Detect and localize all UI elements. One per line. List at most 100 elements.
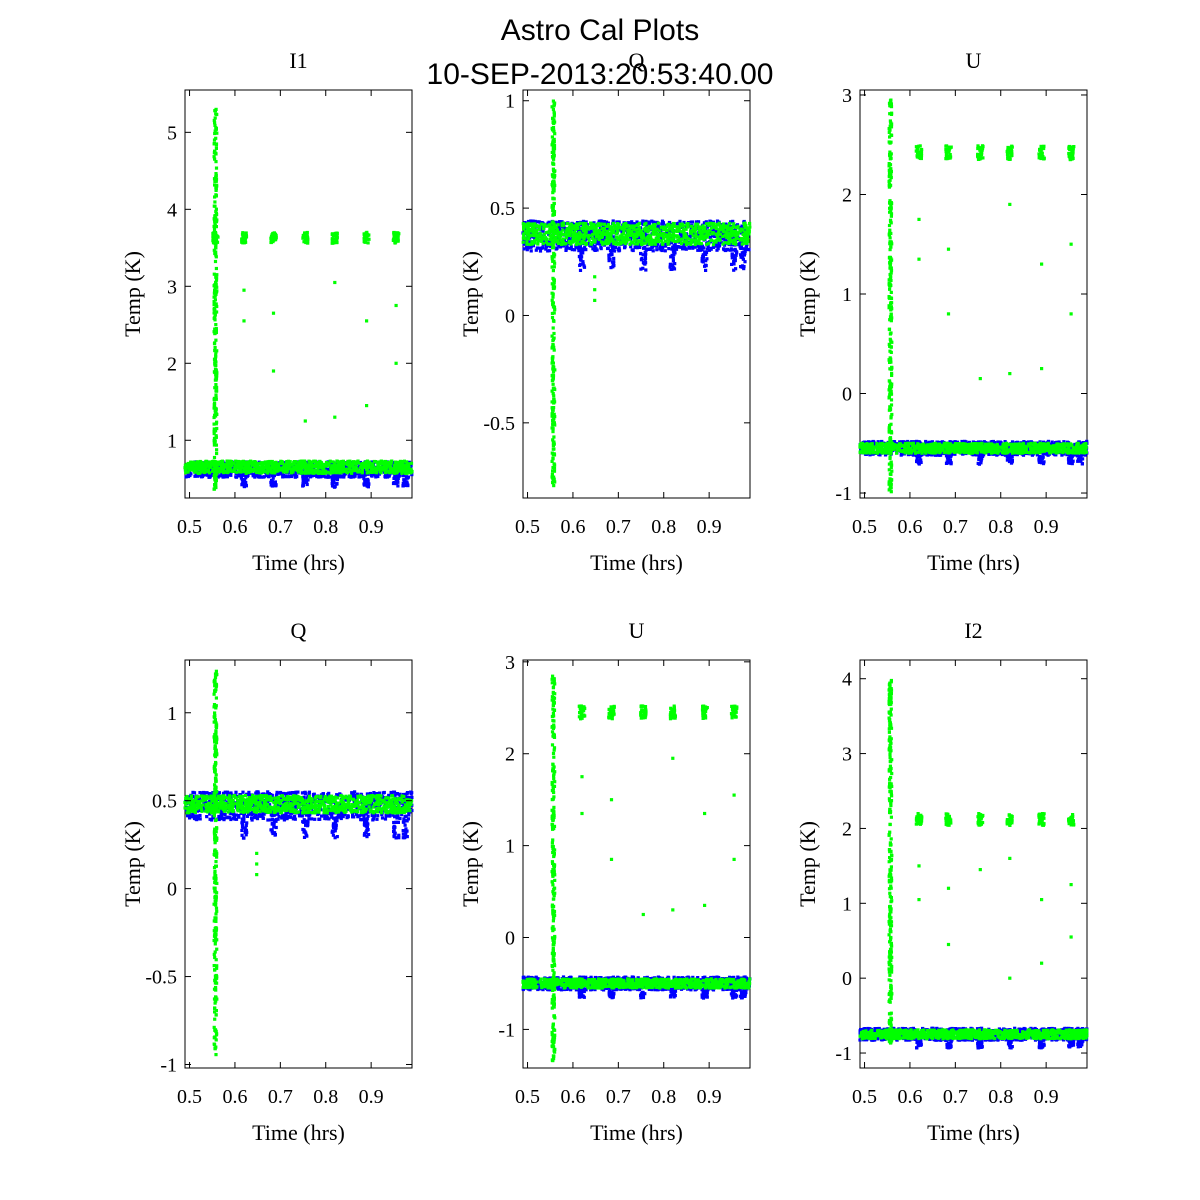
data-point-blue	[637, 245, 641, 249]
data-point-green	[689, 238, 693, 242]
data-point-blue	[612, 249, 617, 253]
data-point-green	[731, 232, 735, 236]
data-point-blue	[661, 221, 665, 225]
data-point-green	[552, 112, 556, 116]
data-point-green	[580, 241, 584, 245]
data-point-green	[551, 469, 555, 473]
data-point-blue	[704, 259, 708, 263]
data-point-green	[213, 242, 217, 246]
data-point-green	[214, 245, 218, 250]
data-point-green	[746, 238, 750, 242]
data-point-green	[626, 223, 630, 228]
data-point-green	[565, 228, 569, 232]
data-point-green	[269, 470, 273, 474]
data-point-green	[644, 229, 648, 233]
data-point-green	[553, 253, 557, 257]
data-point-green	[636, 222, 640, 227]
data-point-green	[558, 231, 562, 235]
data-point-green	[551, 457, 555, 461]
data-point-green	[186, 470, 190, 474]
data-point-green	[214, 166, 219, 170]
data-point-green	[365, 404, 369, 408]
data-point-green	[214, 435, 218, 440]
data-point-green	[625, 236, 629, 240]
data-point-blue	[363, 471, 367, 475]
data-point-green	[567, 241, 571, 245]
data-point-blue	[608, 257, 612, 261]
data-point-green	[208, 465, 212, 469]
data-point-green	[214, 194, 218, 198]
data-point-green	[552, 386, 556, 390]
data-point-green	[351, 469, 355, 473]
data-point-green	[521, 240, 525, 244]
data-point-green	[551, 156, 555, 160]
data-point-green	[602, 222, 606, 226]
data-point-green	[329, 471, 333, 475]
data-point-green	[529, 222, 533, 226]
data-point-green	[333, 468, 338, 472]
data-point-green	[197, 465, 201, 469]
data-point-green	[569, 222, 573, 226]
data-point-green	[552, 259, 556, 263]
data-point-green	[257, 471, 262, 475]
data-point-green	[530, 242, 534, 246]
data-point-green	[359, 463, 363, 467]
data-point-green	[601, 229, 605, 233]
data-point-green	[215, 285, 219, 289]
data-point-green	[552, 331, 556, 336]
data-point-green	[723, 230, 727, 234]
data-point-blue	[743, 249, 747, 253]
data-point-green	[369, 467, 373, 471]
data-point-green	[533, 239, 537, 243]
data-point-green	[214, 407, 218, 411]
data-point-blue	[236, 472, 240, 476]
data-point-green	[694, 235, 698, 239]
data-point-green	[335, 231, 339, 235]
x-tick-label: 0.6	[560, 516, 585, 538]
data-point-blue	[612, 260, 616, 264]
data-point-green	[330, 232, 334, 237]
data-point-green	[675, 227, 679, 231]
data-point-green	[365, 319, 369, 323]
data-point-green	[734, 240, 738, 244]
data-point-green	[550, 359, 555, 363]
data-point-blue	[731, 219, 735, 223]
data-point-green	[711, 222, 715, 226]
data-point-green	[214, 429, 218, 433]
data-point-blue	[701, 260, 705, 264]
y-tick-label: 2	[167, 353, 177, 375]
data-point-green	[675, 234, 679, 238]
data-point-green	[213, 361, 217, 365]
data-point-green	[392, 231, 396, 235]
plot-area	[522, 89, 751, 499]
data-point-green	[401, 469, 405, 473]
data-point-green	[609, 235, 613, 239]
data-point-green	[240, 460, 244, 464]
data-point-green	[528, 233, 532, 237]
data-point-green	[227, 459, 231, 464]
data-point-blue	[707, 248, 712, 252]
data-point-green	[192, 461, 196, 465]
data-point-green	[687, 237, 691, 241]
data-point-green	[602, 227, 606, 232]
data-point-green	[193, 468, 197, 472]
data-point-green	[281, 469, 285, 473]
data-point-green	[208, 471, 212, 475]
data-point-green	[643, 226, 647, 230]
data-point-green	[212, 217, 217, 222]
data-point-green	[272, 235, 276, 239]
data-point-green	[189, 461, 193, 465]
data-point-green	[554, 225, 558, 229]
data-point-green	[314, 469, 318, 473]
data-point-blue	[711, 234, 715, 238]
data-point-green	[364, 237, 368, 241]
data-point-green	[211, 233, 215, 237]
data-point-blue	[405, 481, 409, 485]
data-point-green	[214, 220, 219, 224]
data-point-blue	[338, 474, 342, 478]
data-point-blue	[301, 475, 305, 479]
data-point-green	[390, 459, 394, 463]
data-point-blue	[341, 475, 345, 479]
data-point-blue	[262, 475, 266, 479]
